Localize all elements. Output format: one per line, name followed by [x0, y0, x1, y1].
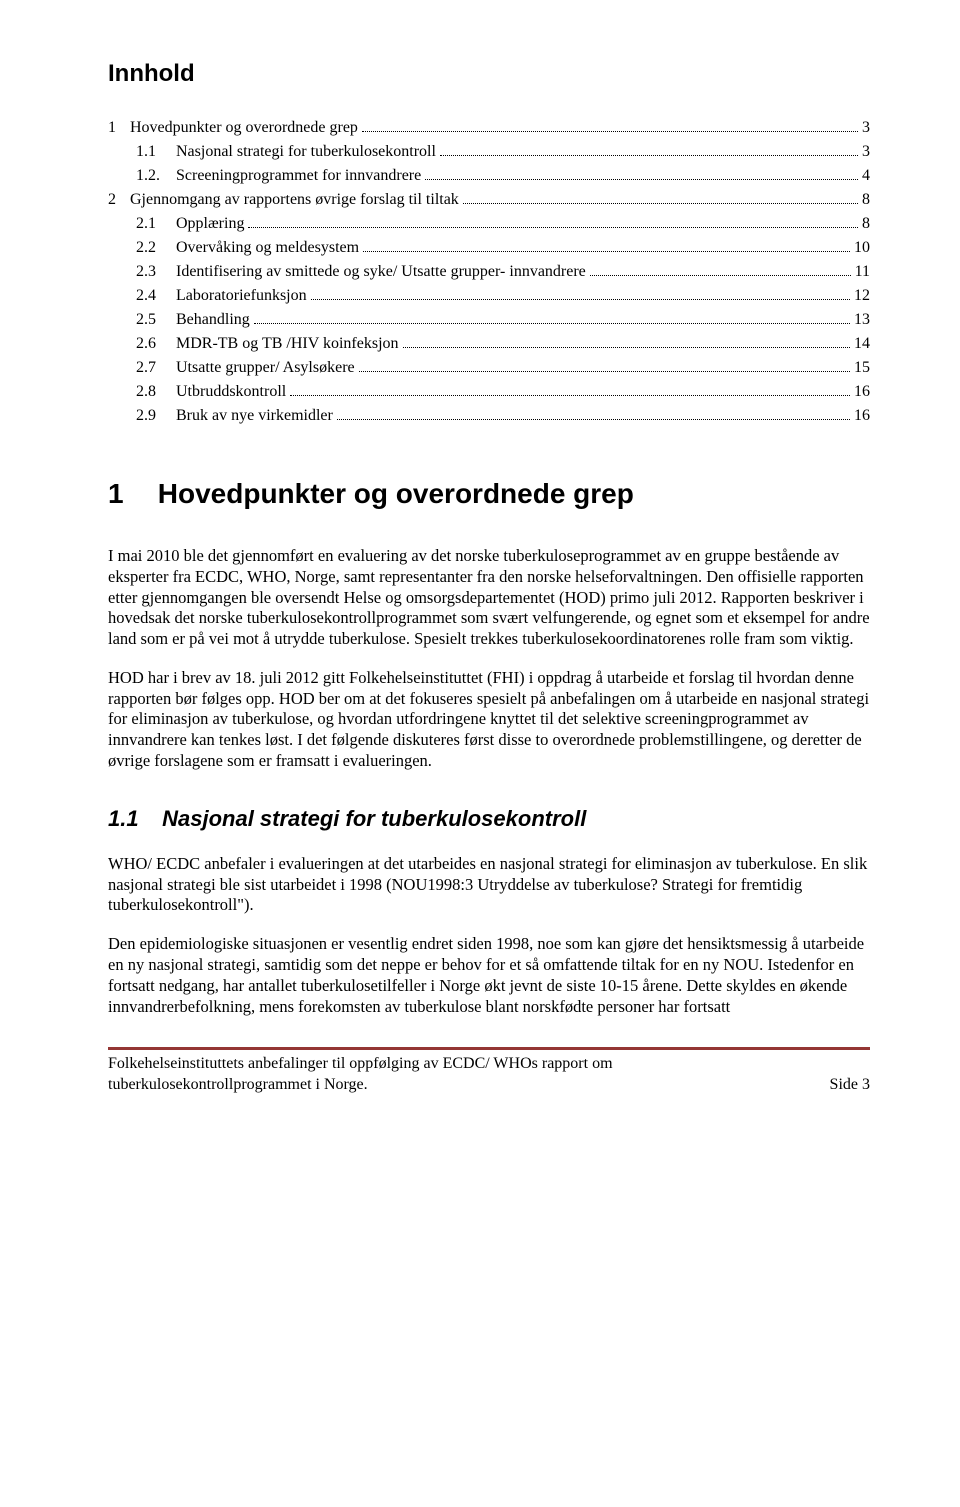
toc-row[interactable]: 1 Hovedpunkter og overordnede grep 3 [108, 116, 870, 140]
toc-row[interactable]: 2.9 Bruk av nye virkemidler 16 [108, 404, 870, 428]
toc-row[interactable]: 2 Gjennomgang av rapportens øvrige forsl… [108, 188, 870, 212]
toc-num: 2.8 [136, 380, 176, 404]
toc-num: 1 [108, 116, 130, 140]
toc-num: 2.5 [136, 308, 176, 332]
toc-leader [290, 382, 850, 396]
toc-label: Hovedpunkter og overordnede grep [130, 116, 358, 140]
toc-page: 8 [862, 212, 870, 236]
toc-page: 4 [862, 164, 870, 188]
section-title: Hovedpunkter og overordnede grep [158, 478, 634, 509]
toc-leader [463, 190, 858, 204]
section-num: 1 [108, 478, 150, 510]
toc-leader [403, 334, 850, 348]
document-page: Innhold 1 Hovedpunkter og overordnede gr… [0, 0, 960, 1136]
toc-row[interactable]: 2.8 Utbruddskontroll 16 [108, 380, 870, 404]
toc-num: 2.4 [136, 284, 176, 308]
toc-row[interactable]: 2.4 Laboratoriefunksjon 12 [108, 284, 870, 308]
footer-rule [108, 1047, 870, 1050]
toc-label: Nasjonal strategi for tuberkulosekontrol… [176, 140, 436, 164]
toc-row[interactable]: 2.6 MDR-TB og TB /HIV koinfeksjon 14 [108, 332, 870, 356]
toc-title: Innhold [108, 60, 870, 88]
toc-label: Behandling [176, 308, 250, 332]
toc-num: 2.7 [136, 356, 176, 380]
toc-leader [248, 214, 858, 228]
toc-leader [254, 310, 850, 324]
toc-page: 3 [862, 116, 870, 140]
section-heading-1: 1 Hovedpunkter og overordnede grep [108, 478, 870, 510]
toc-label: Utbruddskontroll [176, 380, 286, 404]
toc-label: Screeningprogrammet for innvandrere [176, 164, 421, 188]
toc-row[interactable]: 2.3 Identifisering av smittede og syke/ … [108, 260, 870, 284]
toc-num: 2.9 [136, 404, 176, 428]
toc-label: Bruk av nye virkemidler [176, 404, 333, 428]
toc-label: Identifisering av smittede og syke/ Utsa… [176, 260, 586, 284]
toc-page: 13 [854, 308, 870, 332]
toc-label: Gjennomgang av rapportens øvrige forslag… [130, 188, 459, 212]
footer-page-number: Side 3 [830, 1075, 870, 1096]
toc-num: 2.2 [136, 236, 176, 260]
toc-leader [590, 262, 851, 276]
paragraph: WHO/ ECDC anbefaler i evalueringen at de… [108, 854, 870, 916]
toc-page: 11 [855, 260, 870, 284]
toc-row[interactable]: 2.7 Utsatte grupper/ Asylsøkere 15 [108, 356, 870, 380]
toc-page: 15 [854, 356, 870, 380]
section-heading-1-1: 1.1 Nasjonal strategi for tuberkulosekon… [108, 806, 870, 832]
toc-page: 10 [854, 236, 870, 260]
toc-leader [363, 238, 850, 252]
toc-num: 2 [108, 188, 130, 212]
toc-num: 1.2. [136, 164, 176, 188]
toc-leader [337, 406, 850, 420]
section-title: Nasjonal strategi for tuberkulosekontrol… [162, 806, 586, 831]
toc-label: Opplæring [176, 212, 244, 236]
toc-row[interactable]: 2.2 Overvåking og meldesystem 10 [108, 236, 870, 260]
toc-page: 16 [854, 404, 870, 428]
page-footer: Folkehelseinstituttets anbefalinger til … [108, 1054, 870, 1096]
section-num: 1.1 [108, 806, 156, 832]
toc-page: 16 [854, 380, 870, 404]
paragraph: HOD har i brev av 18. juli 2012 gitt Fol… [108, 668, 870, 772]
table-of-contents: 1 Hovedpunkter og overordnede grep 3 1.1… [108, 116, 870, 428]
toc-page: 14 [854, 332, 870, 356]
paragraph: Den epidemiologiske situasjonen er vesen… [108, 934, 870, 1017]
toc-row[interactable]: 2.5 Behandling 13 [108, 308, 870, 332]
toc-num: 1.1 [136, 140, 176, 164]
paragraph: I mai 2010 ble det gjennomført en evalue… [108, 546, 870, 650]
toc-num: 2.1 [136, 212, 176, 236]
toc-leader [425, 166, 858, 180]
toc-num: 2.3 [136, 260, 176, 284]
toc-page: 12 [854, 284, 870, 308]
toc-label: Laboratoriefunksjon [176, 284, 307, 308]
toc-leader [362, 118, 858, 132]
toc-page: 8 [862, 188, 870, 212]
toc-page: 3 [862, 140, 870, 164]
toc-num: 2.6 [136, 332, 176, 356]
toc-row[interactable]: 1.2. Screeningprogrammet for innvandrere… [108, 164, 870, 188]
footer-text-left: Folkehelseinstituttets anbefalinger til … [108, 1054, 668, 1096]
toc-leader [440, 142, 858, 156]
toc-row[interactable]: 2.1 Opplæring 8 [108, 212, 870, 236]
toc-label: Utsatte grupper/ Asylsøkere [176, 356, 355, 380]
toc-label: Overvåking og meldesystem [176, 236, 359, 260]
toc-leader [359, 358, 850, 372]
toc-label: MDR-TB og TB /HIV koinfeksjon [176, 332, 399, 356]
toc-leader [311, 286, 850, 300]
toc-row[interactable]: 1.1 Nasjonal strategi for tuberkulosekon… [108, 140, 870, 164]
